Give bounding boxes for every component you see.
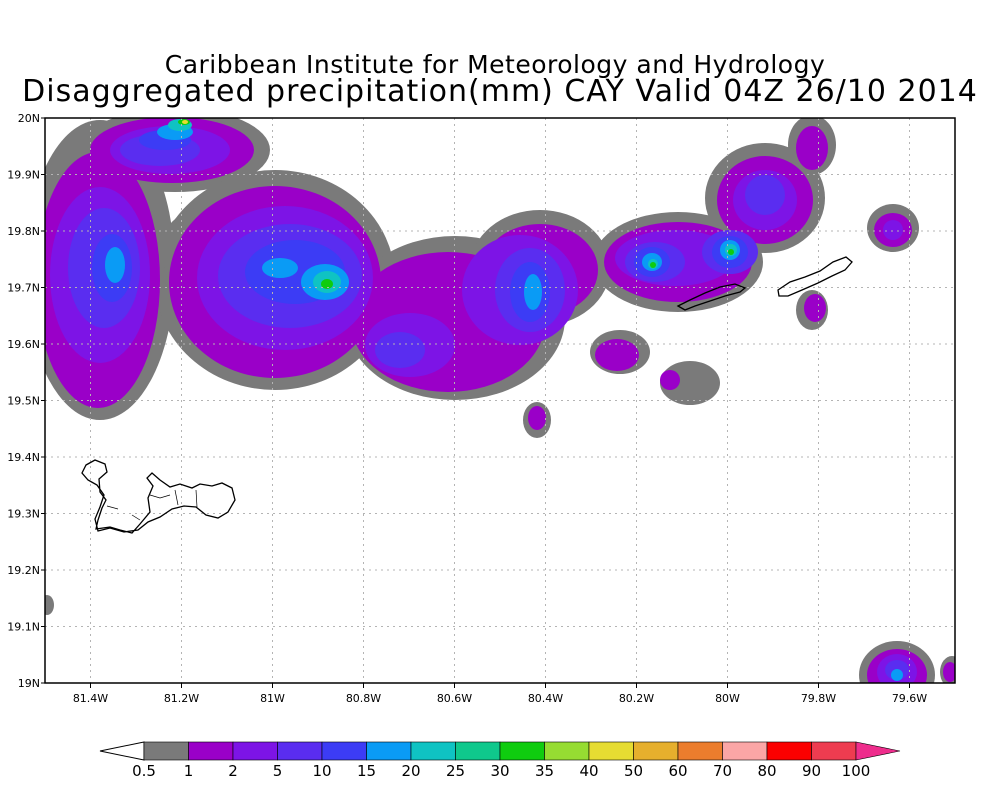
y-tick-label: 19.2N <box>7 564 40 577</box>
colorbar-label: 0.5 <box>132 762 156 780</box>
colorbar-label: 70 <box>713 762 732 780</box>
precip-contour-region <box>728 249 734 255</box>
colorbar-swatch <box>188 741 234 761</box>
precip-contour-region <box>321 279 333 289</box>
colorbar-swatch <box>588 741 634 761</box>
grand-cayman-inner-lines <box>106 489 198 521</box>
y-tick-label: 20N <box>18 112 40 125</box>
colorbar-swatch <box>455 741 501 761</box>
colorbar-label: 2 <box>228 762 238 780</box>
colorbar-swatch <box>232 741 278 761</box>
little-cayman-outline <box>676 283 747 311</box>
precip-contour-region <box>796 126 828 170</box>
colorbar-swatch <box>722 741 768 761</box>
figure-title-product: Disaggregated precipitation(mm) CAY Vali… <box>22 74 978 109</box>
x-tick-label: 80.6W <box>437 692 472 705</box>
precip-contour-region <box>595 339 639 371</box>
precip-contour-region <box>262 258 298 278</box>
x-tick-label: 79.6W <box>892 692 927 705</box>
colorbar-label: 80 <box>757 762 776 780</box>
colorbar-label: 40 <box>579 762 598 780</box>
cayman-brac-outline <box>777 256 853 297</box>
island-outlines <box>81 256 853 534</box>
colorbar-label: 1 <box>184 762 194 780</box>
colorbar-swatch <box>366 741 412 761</box>
y-tick-label: 19.9N <box>7 169 40 182</box>
colorbar-label: 90 <box>802 762 821 780</box>
precip-contour-region <box>45 595 54 615</box>
grand-cayman-outline <box>81 459 236 534</box>
precip-contour-region <box>524 274 542 310</box>
precip-contour-region <box>883 220 903 240</box>
colorbar-swatch <box>410 741 456 761</box>
precip-contour-region <box>182 120 188 124</box>
lat-lon-gridlines <box>45 118 955 683</box>
colorbar-label: 35 <box>535 762 554 780</box>
colorbar-high-arrow <box>855 741 901 761</box>
colorbar: 0.5 1 2 5 10 15 20 25 30 35 40 50 60 70 80 90 100 <box>99 741 901 780</box>
colorbar-swatch <box>499 741 545 761</box>
colorbar-label: 15 <box>357 762 376 780</box>
colorbar-label: 50 <box>624 762 643 780</box>
x-tick-label: 80.8W <box>346 692 381 705</box>
colorbar-swatch <box>633 741 679 761</box>
latitude-axis: 19N 19.1N 19.2N 19.3N 19.4N 19.5N 19.6N 19.7N 19… <box>7 112 45 690</box>
x-tick-label: 80W <box>715 692 740 705</box>
precip-contour-region <box>105 247 125 283</box>
y-tick-label: 19.5N <box>7 395 40 408</box>
precip-contour-region <box>804 294 826 322</box>
precipitation-field <box>45 118 955 683</box>
colorbar-label: 20 <box>401 762 420 780</box>
y-tick-label: 19.1N <box>7 621 40 634</box>
longitude-axis: 81.4W 81.2W 81W 80.8W 80.6W 80.4W 80.2W 80W 79.8… <box>73 683 927 705</box>
x-tick-label: 80.2W <box>619 692 654 705</box>
colorbar-swatch <box>544 741 590 761</box>
colorbar-label: 60 <box>668 762 687 780</box>
precip-contour-region <box>745 175 785 215</box>
colorbar-swatch <box>677 741 723 761</box>
y-tick-label: 19N <box>18 677 40 690</box>
x-tick-label: 80.4W <box>528 692 563 705</box>
y-tick-label: 19.8N <box>7 225 40 238</box>
figure-title-institute: Caribbean Institute for Meteorology and … <box>164 50 826 79</box>
colorbar-swatch <box>811 741 857 761</box>
x-tick-label: 81.2W <box>164 692 199 705</box>
precip-contour-region <box>650 262 656 268</box>
x-tick-label: 81W <box>260 692 285 705</box>
y-tick-label: 19.4N <box>7 451 40 464</box>
precip-contour-region <box>375 332 425 368</box>
colorbar-label: 30 <box>490 762 509 780</box>
precip-contour-region <box>891 669 903 681</box>
precip-contour-region <box>943 662 955 682</box>
y-tick-label: 19.3N <box>7 508 40 521</box>
y-tick-label: 19.6N <box>7 338 40 351</box>
precip-contour-region <box>528 406 546 430</box>
colorbar-swatch <box>143 741 189 761</box>
colorbar-swatch <box>321 741 367 761</box>
colorbar-swatch <box>766 741 812 761</box>
x-tick-label: 81.4W <box>73 692 108 705</box>
y-tick-label: 19.7N <box>7 282 40 295</box>
precip-contour-region <box>660 370 680 390</box>
colorbar-label: 5 <box>273 762 283 780</box>
colorbar-label: 25 <box>446 762 465 780</box>
colorbar-label: 10 <box>312 762 331 780</box>
colorbar-low-arrow <box>99 741 145 761</box>
x-tick-label: 79.8W <box>801 692 836 705</box>
colorbar-swatch <box>277 741 323 761</box>
colorbar-label: 100 <box>842 762 871 780</box>
